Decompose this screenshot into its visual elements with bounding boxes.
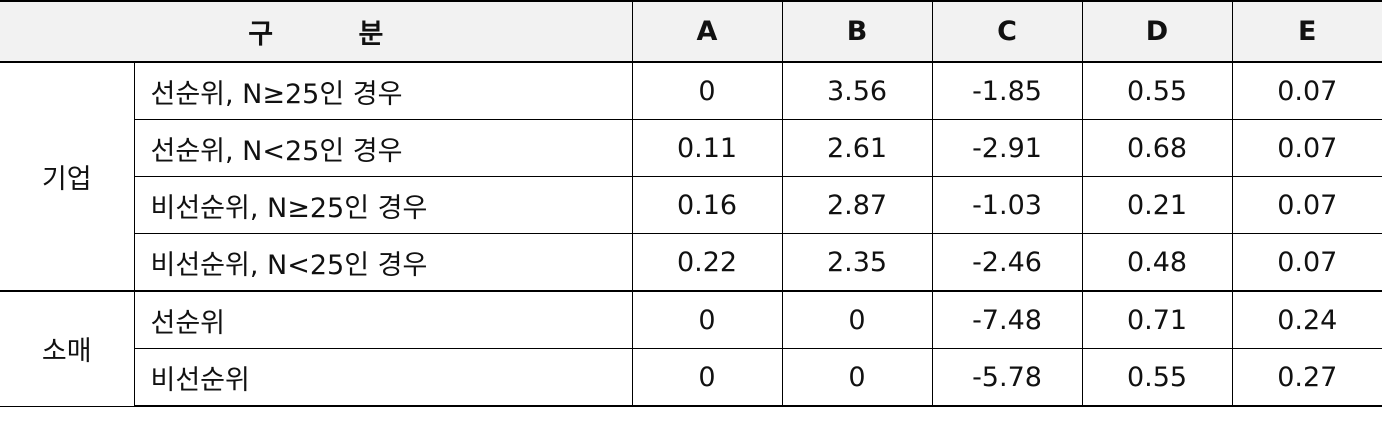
- row-label: 선순위, N<25인 경우: [133, 119, 633, 177]
- cell-d: 0.55: [1081, 348, 1233, 407]
- group-label-corporate: 기업: [0, 61, 135, 292]
- row-label: 선순위, N≥25인 경우: [133, 61, 633, 120]
- cell-e: 0.24: [1231, 290, 1382, 349]
- cell-a: 0: [631, 290, 783, 349]
- cell-c: -2.46: [931, 233, 1083, 292]
- table-row: 소매 선순위 0 0 -7.48 0.71 0.24: [0, 290, 1382, 407]
- table-row: 비선순위, N≥25인 경우 0.16 2.87 -1.03 0.21 0.07: [0, 176, 1382, 234]
- column-header-b: B: [781, 0, 933, 63]
- cell-a: 0: [631, 61, 783, 120]
- category-header: 구 분: [0, 0, 633, 63]
- row-label: 비선순위: [133, 348, 633, 407]
- cell-e: 0.27: [1231, 348, 1382, 407]
- row-label: 비선순위, N<25인 경우: [133, 233, 633, 292]
- cell-e: 0.07: [1231, 233, 1382, 292]
- cell-b: 2.87: [781, 176, 933, 234]
- cell-d: 0.68: [1081, 119, 1233, 177]
- cell-e: 0.07: [1231, 176, 1382, 234]
- row-label: 비선순위, N≥25인 경우: [133, 176, 633, 234]
- column-header-d: D: [1081, 0, 1233, 63]
- cell-b: 3.56: [781, 61, 933, 120]
- table-row: 비선순위, N<25인 경우 0.22 2.35 -2.46 0.48 0.07: [0, 233, 1382, 292]
- table-row: 비선순위 0 0 -5.78 0.55 0.27: [0, 348, 1382, 407]
- table-row: 선순위, N<25인 경우 0.11 2.61 -2.91 0.68 0.07: [0, 119, 1382, 177]
- group-label-retail: 소매: [0, 290, 135, 407]
- cell-d: 0.71: [1081, 290, 1233, 349]
- cell-a: 0.16: [631, 176, 783, 234]
- cell-b: 0: [781, 290, 933, 349]
- column-header-a: A: [631, 0, 783, 63]
- cell-c: -1.85: [931, 61, 1083, 120]
- cell-b: 0: [781, 348, 933, 407]
- cell-b: 2.35: [781, 233, 933, 292]
- header-row: 구 분 A B C D E: [0, 0, 1382, 63]
- cell-e: 0.07: [1231, 119, 1382, 177]
- column-header-c: C: [931, 0, 1083, 63]
- column-header-e: E: [1231, 0, 1382, 63]
- row-label: 선순위: [133, 290, 633, 349]
- cell-d: 0.48: [1081, 233, 1233, 292]
- cell-d: 0.21: [1081, 176, 1233, 234]
- cell-a: 0.11: [631, 119, 783, 177]
- cell-a: 0.22: [631, 233, 783, 292]
- cell-e: 0.07: [1231, 61, 1382, 120]
- cell-c: -2.91: [931, 119, 1083, 177]
- cell-c: -1.03: [931, 176, 1083, 234]
- cell-a: 0: [631, 348, 783, 407]
- cell-c: -7.48: [931, 290, 1083, 349]
- table-row: 기업 선순위, N≥25인 경우 0 3.56 -1.85 0.55 0.07: [0, 61, 1382, 292]
- coefficient-table: 구 분 A B C D E 기업 선순위, N≥25인 경우 0 3.56 -1…: [0, 0, 1382, 407]
- cell-c: -5.78: [931, 348, 1083, 407]
- cell-d: 0.55: [1081, 61, 1233, 120]
- cell-b: 2.61: [781, 119, 933, 177]
